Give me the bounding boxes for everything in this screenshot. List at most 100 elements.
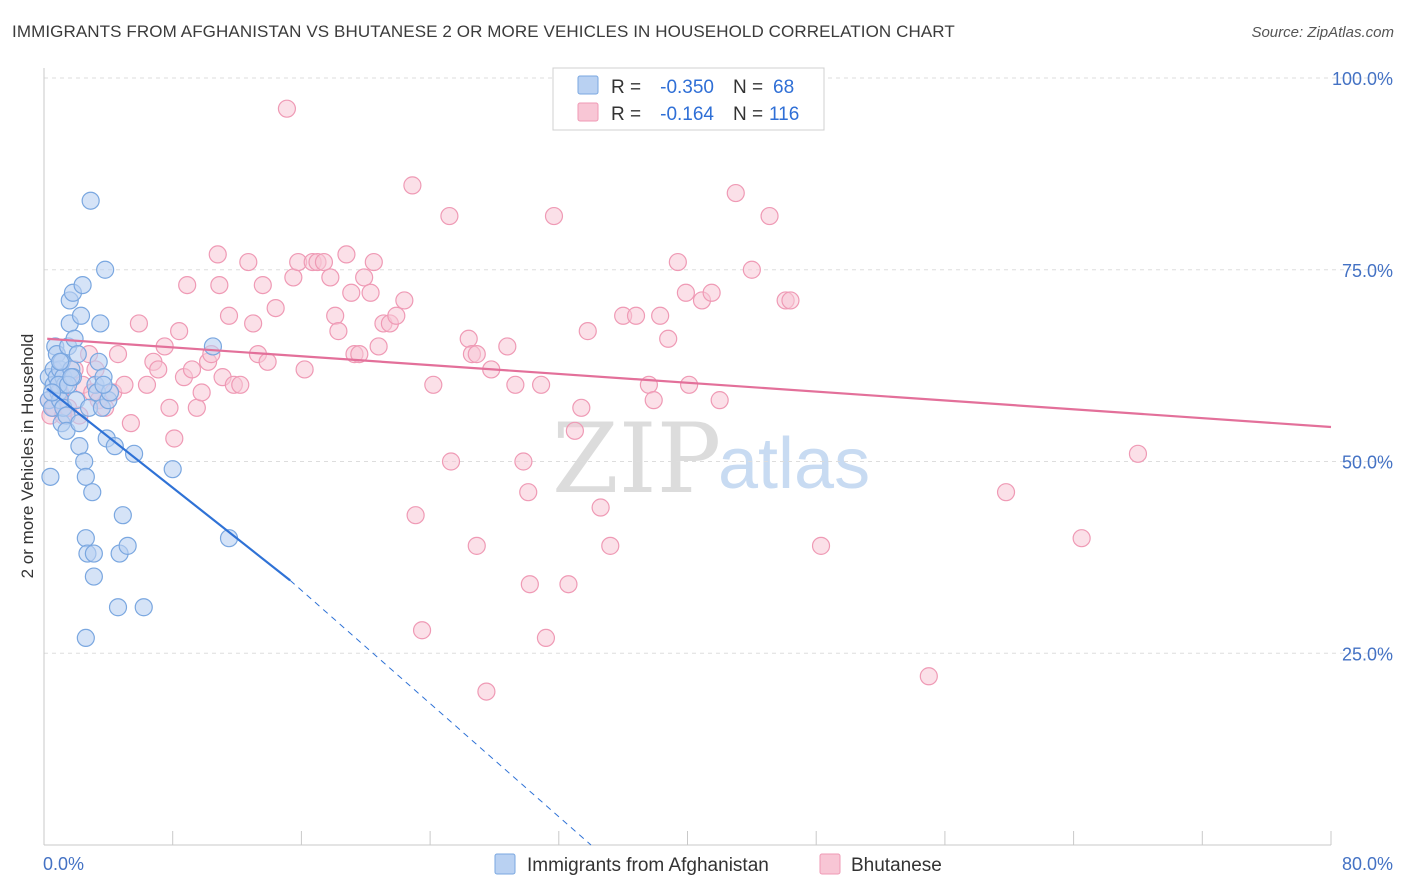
bhutanese-point-99 <box>676 283 695 302</box>
afghanistan-points <box>39 191 239 648</box>
stats-legend-n-label-afghanistan: N = <box>733 77 763 98</box>
stats-legend-swatch-bhutanese <box>577 102 599 122</box>
bhutanese-point-108 <box>811 536 831 555</box>
bhutanese-point-44 <box>266 299 285 318</box>
bhutanese-point-45 <box>277 99 297 118</box>
y-tick-label-25: 25.0% <box>1342 644 1393 664</box>
bhutanese-point-95 <box>644 391 663 410</box>
bhutanese-point-19 <box>137 375 157 394</box>
afghanistan-point-58 <box>163 460 182 479</box>
bhutanese-point-89 <box>578 322 597 341</box>
bhutanese-point-65 <box>387 306 406 325</box>
bhutanese-point-97 <box>659 329 678 348</box>
bhutanese-point-84 <box>536 628 556 648</box>
bhutanese-point-114 <box>710 391 729 410</box>
afghanistan-point-51 <box>108 598 128 617</box>
watermark-zip: ZIP <box>552 403 721 515</box>
bhutanese-point-110 <box>996 483 1016 502</box>
bhutanese-point-77 <box>477 682 496 701</box>
bhutanese-point-88 <box>572 398 591 417</box>
stats-legend-r-value-bhutanese: -0.164 <box>660 104 714 125</box>
afghanistan-point-31 <box>75 452 94 471</box>
bhutanese-point-91 <box>601 536 620 555</box>
bhutanese-point-25 <box>170 322 189 341</box>
x-ticks <box>43 831 1332 845</box>
bhutanese-point-48 <box>295 360 314 379</box>
chart-source: Source: ZipAtlas.com <box>1251 24 1394 41</box>
bhutanese-point-104 <box>742 260 761 279</box>
afghanistan-trend-line <box>46 387 291 582</box>
bhutanese-point-113 <box>519 483 538 502</box>
afghanistan-point-54 <box>118 536 137 555</box>
bhutanese-point-55 <box>337 245 356 264</box>
bhutanese-point-79 <box>498 337 517 356</box>
bhutanese-point-75 <box>467 345 486 364</box>
bhutanese-point-86 <box>559 575 578 594</box>
chart-title: IMMIGRANTS FROM AFGHANISTAN VS BHUTANESE… <box>12 22 955 41</box>
bhutanese-point-36 <box>219 306 239 325</box>
afghanistan-point-36 <box>81 191 100 210</box>
bhutanese-point-85 <box>544 206 564 226</box>
bhutanese-point-40 <box>244 314 263 333</box>
bhutanese-point-67 <box>403 176 422 195</box>
bhutanese-point-87 <box>565 421 584 440</box>
bhutanese-point-24 <box>165 429 184 448</box>
y-tick-labels: 25.0% 50.0% 75.0% 100.0% <box>1332 69 1393 664</box>
afghanistan-point-64 <box>50 352 70 371</box>
afghanistan-point-25 <box>65 329 84 348</box>
bhutanese-point-83 <box>532 375 551 394</box>
watermark-atlas: atlas <box>718 424 870 504</box>
y-tick-label-50: 50.0% <box>1342 453 1393 473</box>
bhutanese-point-43 <box>258 352 277 371</box>
gridlines <box>44 77 1395 654</box>
afghanistan-point-59 <box>203 337 223 356</box>
bhutanese-point-68 <box>406 506 425 525</box>
afghanistan-point-39 <box>84 544 103 563</box>
series-legend-swatch-bhutanese <box>819 853 841 875</box>
bhutanese-point-90 <box>591 498 610 517</box>
bhutanese-point-96 <box>651 306 670 325</box>
bhutanese-point-23 <box>160 398 179 417</box>
afghanistan-point-38 <box>84 567 103 586</box>
afghanistan-point-55 <box>124 444 144 463</box>
bhutanese-point-27 <box>178 275 197 295</box>
bhutanese-point-73 <box>459 329 478 348</box>
bhutanese-point-38 <box>231 375 250 394</box>
afghanistan-point-43 <box>91 314 110 333</box>
bhutanese-point-46 <box>284 268 303 287</box>
bhutanese-point-66 <box>395 291 414 310</box>
afghanistan-point-65 <box>62 368 81 387</box>
bhutanese-point-62 <box>369 337 388 356</box>
bhutanese-point-102 <box>702 283 721 302</box>
afghanistan-point-42 <box>89 352 108 371</box>
bhutanese-point-15 <box>108 345 128 364</box>
stats-legend: R = -0.350 N = 68 R = -0.164 N = 116 <box>552 67 825 131</box>
bhutanese-point-17 <box>121 414 140 433</box>
bhutanese-point-30 <box>192 383 211 402</box>
afghanistan-point-37 <box>83 483 102 502</box>
afghanistan-point-57 <box>76 628 95 648</box>
bhutanese-trend-line <box>47 337 1332 429</box>
y-axis-label: 2 or more Vehicles in Household <box>18 334 37 579</box>
stats-legend-r-value-afghanistan: -0.350 <box>660 77 714 98</box>
bhutanese-point-111 <box>1072 529 1091 548</box>
bhutanese-point-33 <box>208 245 227 264</box>
bhutanese-point-93 <box>626 306 646 325</box>
afghanistan-point-29 <box>70 437 89 456</box>
bhutanese-point-107 <box>781 291 800 310</box>
afghanistan-point-53 <box>113 506 132 525</box>
stats-legend-n-value-afghanistan: 68 <box>773 77 794 98</box>
afghanistan-point-32 <box>76 467 95 486</box>
afghanistan-point-46 <box>96 260 115 279</box>
series-legend-swatch-afghanistan <box>494 853 516 875</box>
afghanistan-point-63 <box>71 306 91 325</box>
bhutanese-point-28 <box>182 360 202 379</box>
bhutanese-point-18 <box>129 314 149 333</box>
bhutanese-point-29 <box>187 398 206 417</box>
bhutanese-point-16 <box>115 375 134 394</box>
bhutanese-point-58 <box>350 345 369 364</box>
stats-legend-swatch-afghanistan <box>577 75 599 95</box>
series-legend: Immigrants from Afghanistan Bhutanese <box>494 853 942 876</box>
afghanistan-point-2 <box>41 467 60 486</box>
